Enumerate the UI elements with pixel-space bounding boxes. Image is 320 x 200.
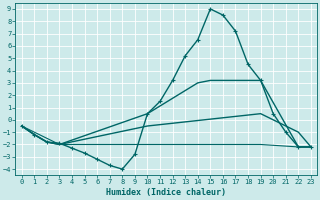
X-axis label: Humidex (Indice chaleur): Humidex (Indice chaleur) [106, 188, 226, 197]
